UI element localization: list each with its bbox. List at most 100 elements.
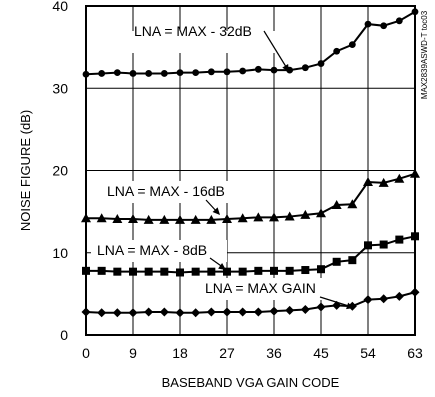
data-point-triangle-marker (96, 213, 107, 223)
data-point-diamond-marker (285, 305, 295, 315)
data-point-square-marker (176, 268, 184, 277)
data-point-circle-marker (113, 69, 121, 77)
data-point-circle-marker (239, 67, 247, 75)
data-point-square-marker (254, 266, 263, 275)
data-point-square-marker (238, 267, 247, 276)
data-point-circle-marker (301, 64, 309, 72)
data-point-triangle-marker (316, 208, 326, 218)
data-point-circle-marker (317, 60, 325, 67)
data-point-circle-marker (254, 65, 262, 73)
series-label: LNA = MAX - 8dB (97, 242, 207, 258)
series-line (85, 10, 416, 76)
data-point-square-marker (379, 240, 388, 249)
data-point-square-marker (395, 235, 404, 244)
data-point-diamond-marker (316, 302, 326, 312)
data-point-triangle-marker (378, 177, 389, 187)
data-point-triangle-marker (128, 214, 138, 224)
data-point-diamond-marker (97, 308, 107, 318)
series-label: LNA = MAX GAIN (205, 280, 316, 296)
x-tick-label: 63 (407, 345, 423, 361)
series-label-background (128, 31, 278, 53)
data-point-circle-marker (192, 69, 200, 77)
data-point-triangle-marker (206, 214, 217, 224)
series-label-arrowhead (282, 64, 289, 72)
data-point-circle-marker (395, 17, 403, 25)
data-point-circle-marker (364, 20, 372, 28)
data-point-triangle-marker (284, 211, 295, 221)
series-label-arrowhead (218, 263, 226, 270)
data-point-triangle-marker (269, 212, 279, 222)
data-point-square-marker (207, 267, 216, 276)
series-label-background (101, 181, 241, 203)
series-label-arrowhead (212, 207, 220, 215)
data-point-triangle-marker (363, 177, 373, 187)
data-point-diamond-marker (363, 295, 373, 305)
x-tick-label: 0 (82, 345, 90, 361)
data-point-triangle-marker (347, 199, 358, 209)
series-label-leader-line (319, 296, 353, 308)
data-point-triangle-marker (112, 214, 123, 224)
data-point-diamond-marker (379, 294, 389, 304)
data-point-square-marker (144, 267, 153, 276)
data-point-triangle-marker (253, 212, 264, 222)
data-point-diamond-marker (175, 308, 185, 318)
data-point-triangle-marker (190, 214, 201, 224)
data-point-triangle-marker (394, 173, 405, 183)
x-tick-label: 45 (313, 345, 329, 361)
data-point-diamond-marker (191, 308, 201, 318)
data-point-square-marker (332, 257, 341, 266)
x-tick-label: 36 (266, 345, 282, 361)
data-point-circle-marker (129, 70, 137, 77)
series-label-background (91, 240, 227, 262)
y-tick-label: 10 (52, 245, 68, 261)
x-tick-label: 27 (219, 345, 235, 361)
series-label: LNA = MAX - 32dB (134, 23, 252, 39)
data-point-diamond-marker (144, 307, 154, 317)
data-point-circle-marker (160, 70, 168, 77)
series-layer (81, 8, 420, 318)
annotations: LNA = MAX - 32dB LNA = MAX - 16dB LNA = MA… (91, 23, 354, 310)
data-point-diamond-marker (269, 306, 279, 316)
data-point-circle-marker (98, 70, 106, 77)
y-axis-label: NOISE FIGURE (dB) (18, 110, 33, 231)
series-label-background (199, 278, 341, 300)
data-point-triangle-marker (331, 200, 342, 210)
y-tick-label: 0 (60, 327, 68, 343)
data-point-square-marker (129, 267, 137, 276)
data-point-triangle-marker (143, 214, 154, 224)
data-point-diamond-marker (128, 308, 138, 318)
data-point-circle-marker (207, 68, 215, 76)
series-line (86, 172, 416, 221)
series-label-leader-line (263, 30, 289, 71)
data-point-square-marker (113, 267, 122, 276)
data-point-diamond-marker (394, 291, 404, 301)
data-point-diamond-marker (238, 307, 248, 317)
y-tick-label: 20 (52, 163, 68, 179)
data-point-circle-marker (145, 70, 153, 77)
data-point-square-marker (223, 267, 231, 276)
data-point-square-marker (285, 266, 294, 275)
x-tick-label: 9 (129, 345, 137, 361)
series-2 (81, 168, 420, 224)
data-point-square-marker (348, 256, 357, 265)
data-point-diamond-marker (206, 307, 216, 317)
tick-labels: 0 9 18 27 36 45 54 63 0 10 20 30 40 (52, 0, 423, 361)
data-point-square-marker (97, 266, 106, 275)
series-label: LNA = MAX - 16dB (107, 183, 225, 199)
data-point-diamond-marker (159, 307, 169, 317)
data-point-circle-marker (223, 68, 231, 76)
series-4 (81, 287, 420, 318)
series-1 (82, 8, 419, 78)
y-tick-label: 40 (52, 0, 68, 14)
series-label-arrowhead (346, 302, 354, 310)
series-line (86, 235, 416, 274)
data-point-diamond-marker (112, 308, 122, 318)
data-point-triangle-marker (222, 214, 232, 224)
data-point-triangle-marker (237, 213, 248, 223)
data-point-diamond-marker (222, 307, 232, 317)
figure-id: MAX2839ASWD-T toc03 (420, 10, 429, 99)
x-tick-label: 54 (360, 345, 376, 361)
data-point-triangle-marker (300, 209, 311, 219)
data-point-square-marker (301, 266, 310, 275)
